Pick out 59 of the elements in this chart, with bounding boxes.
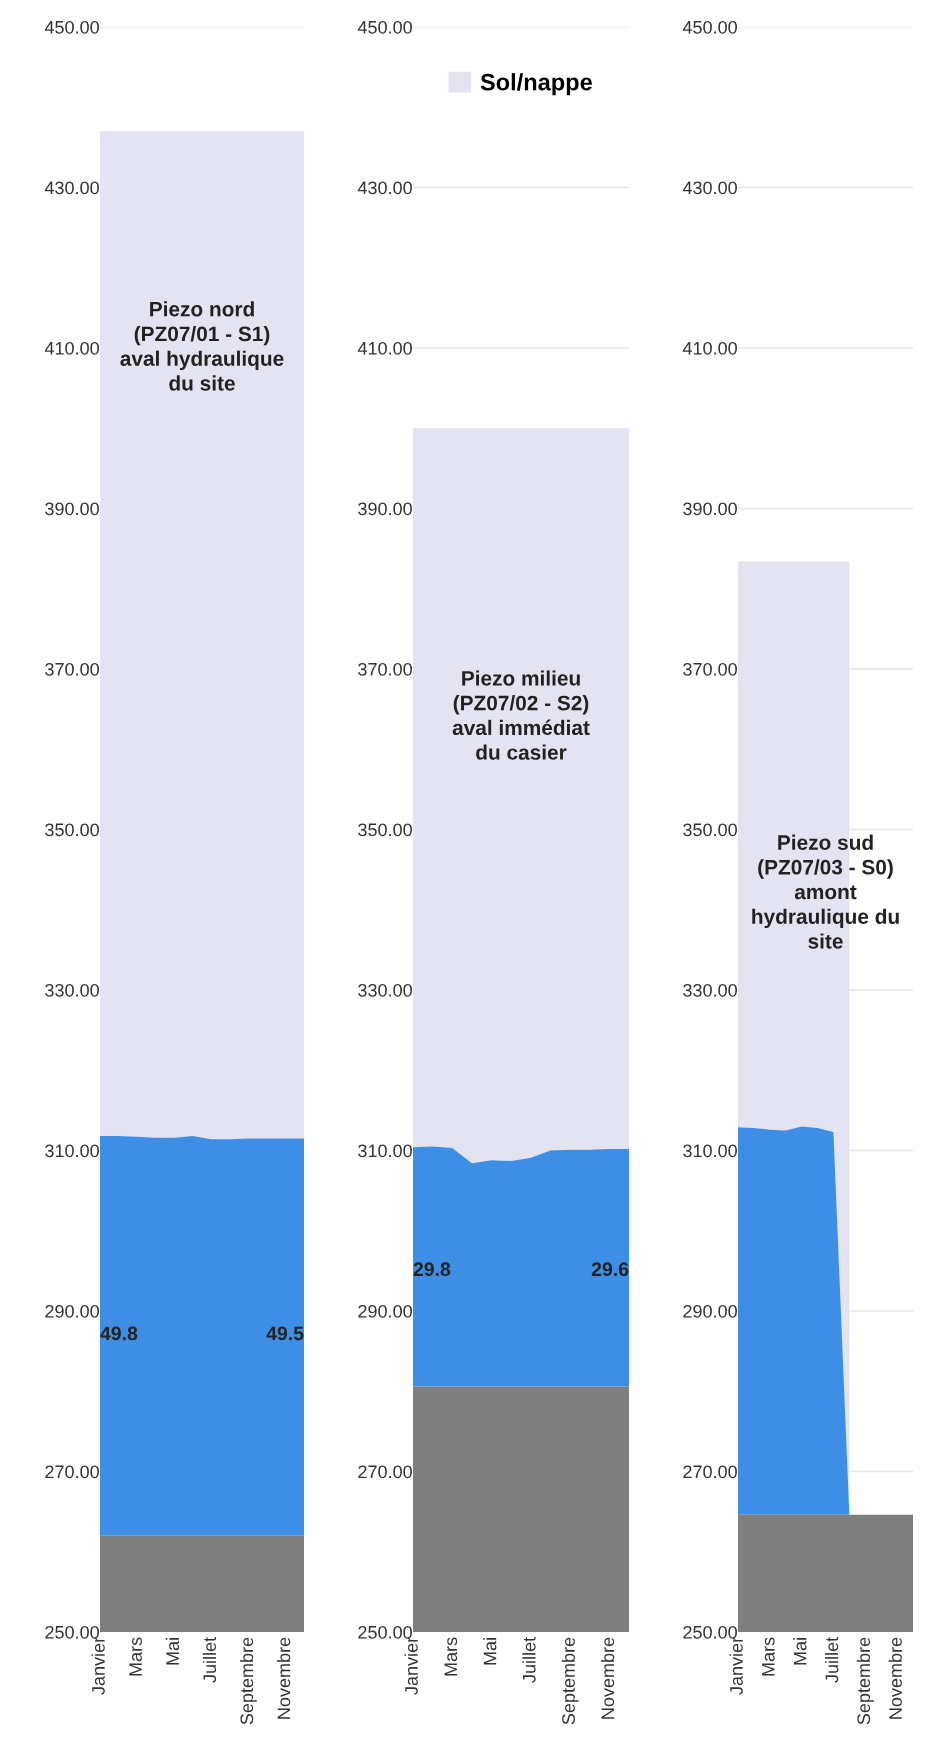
y-tick-label: 250.00 bbox=[45, 1625, 99, 1639]
y-tick-label: 430.00 bbox=[682, 181, 737, 195]
annotation: Piezo milieu (PZ07/02 - S2) aval immédiat du casier bbox=[452, 670, 590, 760]
y-tick-label: 270.00 bbox=[358, 1465, 412, 1479]
legend-label: Sol/nappe bbox=[480, 73, 592, 96]
annotation: Piezo sud (PZ07/03 - S0) amont hydraulique du site bbox=[752, 834, 899, 949]
x-tick-label: Janvier bbox=[404, 1637, 418, 1695]
x-tick-label: Novembre bbox=[277, 1637, 291, 1719]
annotation: 29.6 bbox=[591, 1262, 629, 1277]
y-tick-label: 430.00 bbox=[357, 181, 412, 195]
y-tick-label: 290.00 bbox=[45, 1304, 99, 1318]
annotation: 49.5 bbox=[266, 1326, 304, 1341]
y-tick-label: 450.00 bbox=[44, 20, 99, 34]
y-tick-label: 410.00 bbox=[682, 341, 737, 355]
x-tick-label: Septembre bbox=[856, 1637, 874, 1725]
y-tick-label: 430.00 bbox=[44, 181, 99, 195]
x-tick-label: Juillet bbox=[202, 1636, 217, 1683]
y-tick-label: 290.00 bbox=[683, 1304, 737, 1318]
y-tick-label: 410.00 bbox=[357, 341, 412, 355]
y-tick-label: 350.00 bbox=[358, 823, 412, 837]
y-tick-label: 410.00 bbox=[44, 341, 99, 355]
x-tick-label: Juillet bbox=[825, 1636, 839, 1683]
x-tick-label: Janvier bbox=[91, 1637, 105, 1695]
y-tick-label: 330.00 bbox=[45, 983, 99, 997]
y-tick-label: 390.00 bbox=[683, 502, 737, 516]
x-tick-label: Mars bbox=[444, 1637, 458, 1676]
y-tick-label: 350.00 bbox=[45, 823, 99, 837]
y-tick-label: 290.00 bbox=[358, 1304, 412, 1318]
x-tick-label: Mars bbox=[762, 1637, 775, 1676]
y-tick-label: 370.00 bbox=[358, 662, 412, 676]
y-tick-label: 450.00 bbox=[682, 20, 737, 34]
y-tick-label: 250.00 bbox=[358, 1625, 412, 1639]
x-tick-label: Septembre bbox=[239, 1637, 257, 1725]
x-tick-label: Mai bbox=[165, 1638, 180, 1665]
x-tick-label: Juillet bbox=[522, 1636, 536, 1683]
x-tick-label: Novembre bbox=[600, 1637, 615, 1719]
y-tick-label: 270.00 bbox=[683, 1465, 737, 1479]
y-tick-label: 310.00 bbox=[45, 1144, 99, 1158]
y-tick-label: 250.00 bbox=[683, 1625, 737, 1639]
annotation: Piezo nord (PZ07/01 - S1) aval hydraulique du site bbox=[120, 301, 284, 391]
x-tick-label: Janvier bbox=[729, 1637, 743, 1695]
y-tick-label: 270.00 bbox=[45, 1465, 99, 1479]
x-tick-label: Mai bbox=[483, 1638, 497, 1665]
y-tick-label: 390.00 bbox=[358, 502, 412, 516]
y-tick-label: 310.00 bbox=[683, 1144, 737, 1158]
y-tick-label: 310.00 bbox=[358, 1144, 412, 1158]
x-tick-label: Septembre bbox=[561, 1637, 579, 1725]
annotation: 29.8 bbox=[413, 1262, 451, 1277]
y-tick-label: 350.00 bbox=[683, 823, 737, 837]
y-tick-label: 370.00 bbox=[45, 662, 99, 676]
x-tick-label: Mai bbox=[793, 1638, 807, 1665]
y-tick-label: 390.00 bbox=[45, 502, 99, 516]
y-tick-label: 450.00 bbox=[357, 20, 412, 34]
x-tick-label: Mars bbox=[129, 1637, 142, 1676]
y-tick-label: 330.00 bbox=[683, 983, 737, 997]
y-tick-label: 370.00 bbox=[683, 662, 737, 676]
y-tick-label: 330.00 bbox=[358, 983, 412, 997]
annotation: 49.8 bbox=[100, 1326, 138, 1341]
x-tick-label: Novembre bbox=[888, 1637, 902, 1719]
